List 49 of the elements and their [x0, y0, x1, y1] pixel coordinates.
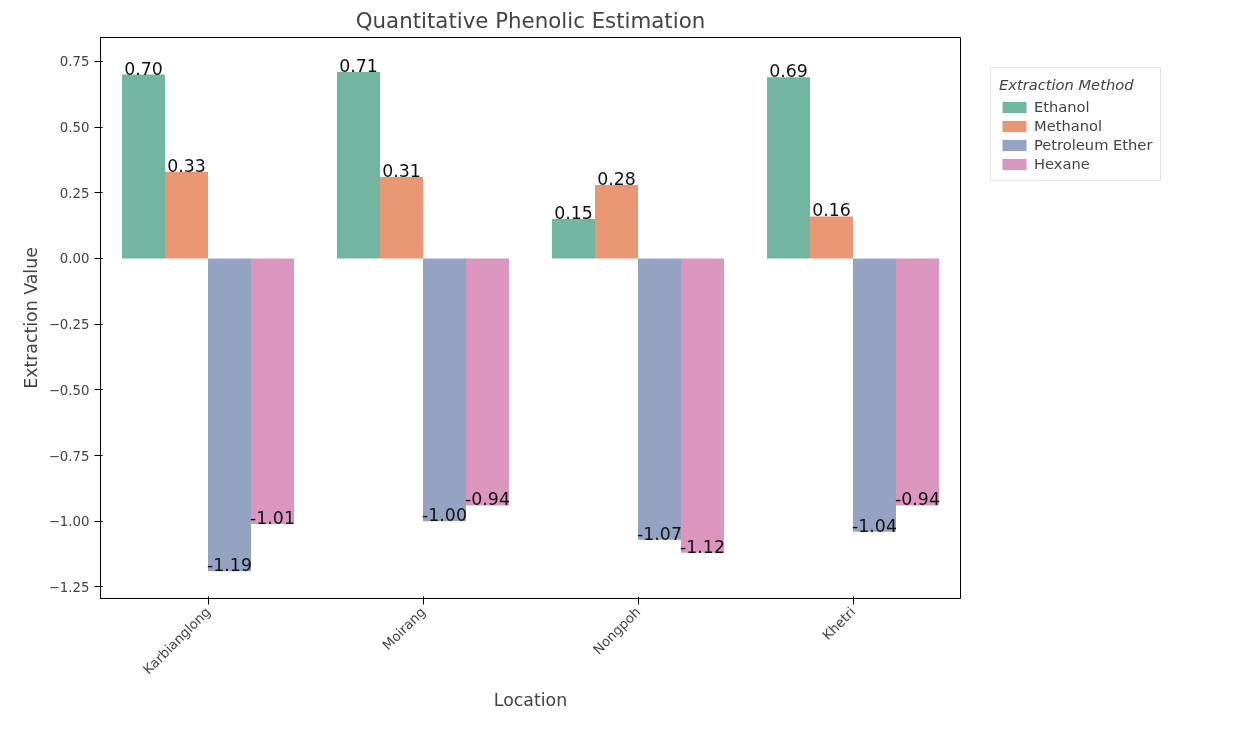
y-axis-title: Extraction Value [20, 247, 41, 389]
y-tick-label: 0.00 [59, 251, 90, 267]
y-tick-label: −1.25 [48, 579, 90, 595]
bar [810, 216, 853, 259]
bar [638, 258, 681, 540]
bar [767, 77, 810, 259]
data-label: -0.94 [895, 489, 940, 510]
y-tick-label: 0.50 [59, 120, 90, 136]
data-label: -1.04 [852, 515, 897, 536]
legend-label: Ethanol [1034, 98, 1090, 115]
data-label: -1.12 [680, 536, 725, 557]
data-label: 0.31 [382, 161, 421, 182]
bar [337, 71, 380, 259]
data-label: 0.28 [597, 168, 636, 189]
y-tick-label: −0.25 [48, 317, 90, 333]
data-label: 0.71 [339, 55, 378, 76]
bar [208, 258, 251, 572]
y-tick-label: 0.75 [59, 54, 90, 70]
y-tick-label: 0.25 [59, 185, 90, 201]
bar [853, 258, 896, 532]
data-label: 0.70 [124, 58, 163, 79]
data-label: -0.94 [465, 489, 510, 510]
bar [681, 258, 724, 553]
bar [552, 219, 595, 259]
bar [122, 74, 165, 259]
legend-label: Methanol [1034, 117, 1103, 134]
legend-label: Hexane [1034, 155, 1090, 172]
bar [423, 258, 466, 522]
chart-title: Quantitative Phenolic Estimation [355, 7, 706, 33]
bar [896, 258, 939, 506]
y-tick-label: −1.00 [48, 514, 90, 530]
data-label: 0.15 [554, 203, 593, 224]
bar [251, 258, 294, 524]
bar [595, 184, 638, 259]
data-label: -1.07 [637, 523, 682, 544]
x-axis-title: Location [493, 690, 568, 711]
data-label: -1.00 [422, 505, 467, 526]
y-tick-label: −0.50 [48, 382, 90, 398]
bar [380, 177, 423, 259]
data-label: -1.01 [250, 507, 295, 528]
data-label: -1.19 [207, 555, 252, 576]
data-label: 0.16 [812, 200, 851, 221]
data-label: 0.33 [167, 155, 206, 176]
data-label: 0.69 [769, 61, 808, 82]
legend-title: Extraction Method [999, 76, 1135, 93]
bar [165, 171, 208, 259]
bar [466, 258, 509, 506]
y-tick-label: −0.75 [48, 448, 90, 464]
legend-label: Petroleum Ether [1034, 136, 1153, 153]
